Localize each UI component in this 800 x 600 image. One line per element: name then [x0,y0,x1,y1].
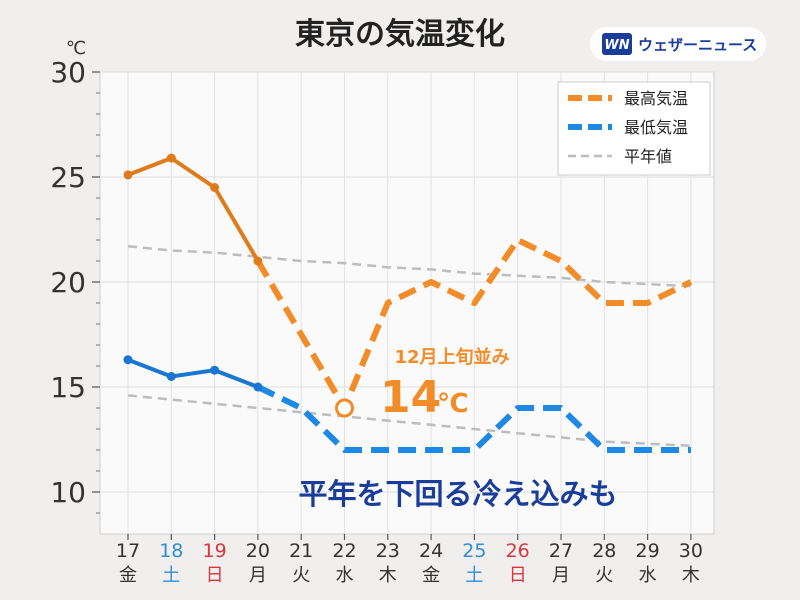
low-observed-line [127,357,259,389]
min-high-marker [335,398,354,418]
low-point [166,372,176,381]
x-tick-date: 25 [462,540,486,562]
x-tick-date: 19 [203,540,227,562]
x-tick-date: 18 [159,540,183,562]
high-point [123,170,133,180]
min-high-value: 14 [380,372,441,423]
x-tick-weekday: 月 [552,565,570,586]
legend-label-normal: 平年値 [624,147,672,166]
logo-mark: WN [604,38,629,53]
y-tick-label: 15 [50,371,86,404]
min-high-caption: 12月上旬並み [394,346,509,368]
x-tick-date: 28 [592,540,616,562]
high-point [253,256,263,266]
legend-label-high: 最高気温 [624,89,688,108]
x-tick-weekday: 火 [595,565,613,586]
x-tick-date: 24 [419,540,443,562]
x-tick-date: 22 [332,540,356,562]
low-point [210,365,220,375]
y-axis: 10 15 20 25 30 [50,56,100,514]
y-unit-label: ℃ [66,38,86,59]
x-tick-weekday: 月 [249,565,267,586]
x-tick-date: 17 [116,540,140,562]
x-tick-weekday: 土 [465,565,483,586]
x-tick-weekday: 金 [119,565,137,586]
x-tick-weekday: 水 [639,565,657,586]
legend-label-low: 最低気温 [624,118,688,137]
y-tick-label: 20 [50,266,86,299]
high-point [166,153,176,163]
low-point [253,382,263,392]
y-tick-label: 10 [50,476,86,509]
x-axis: 17 金 18 土 19 日 20 月 21 火 22 水 23 木 24 金 25 土 26 日 27 月 28 火 29 水 3… [116,534,703,586]
series-layer [123,153,693,453]
x-tick-weekday: 木 [682,565,700,586]
high-point [210,183,220,192]
x-tick-date: 27 [549,540,573,562]
x-tick-weekday: 日 [206,565,224,586]
cold-message: 平年を下回る冷え込みも [298,477,617,511]
x-tick-date: 29 [636,540,660,562]
legend: 最高気温 最低気温 平年値 [557,81,711,176]
x-tick-date: 21 [289,540,313,562]
x-tick-weekday: 土 [162,565,180,586]
high-forecast-line [255,237,693,411]
chart-title: 東京の気温変化 [295,17,505,52]
y-tick-label: 30 [50,56,86,89]
x-tick-weekday: 金 [422,565,440,586]
x-tick-date: 26 [506,540,530,562]
x-tick-weekday: 水 [336,565,354,586]
low-point [123,355,133,365]
x-tick-weekday: 木 [379,565,397,586]
x-tick-date: 20 [246,540,270,562]
y-tick-label: 25 [50,161,86,194]
logo-name: ウェザーニュース [638,36,757,54]
x-tick-date: 23 [376,540,400,562]
normal-high-line [127,245,691,288]
weathernews-logo: WN ウェザーニュース [590,27,766,61]
x-tick-date: 30 [679,540,703,562]
low-forecast-line [256,384,691,453]
x-tick-weekday: 日 [509,565,527,586]
x-tick-weekday: 火 [292,565,310,586]
high-observed-line [127,156,260,263]
min-high-unit: ℃ [437,389,468,419]
